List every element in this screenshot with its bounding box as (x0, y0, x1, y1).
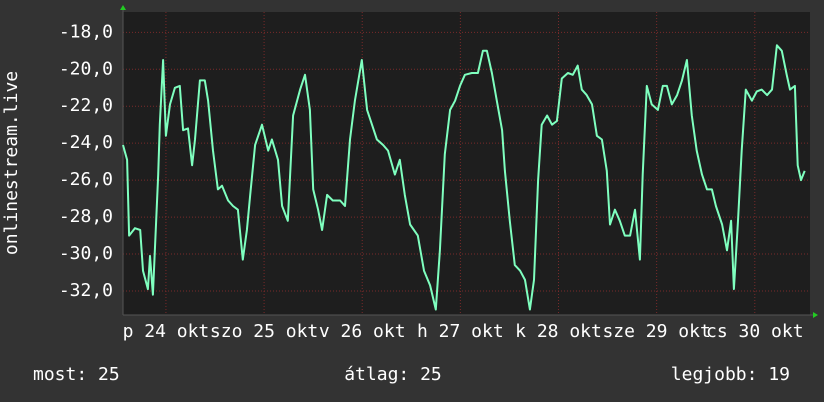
x-tick-label: v 26 okt (319, 321, 406, 342)
y-tick-label: -32,0 (59, 280, 113, 301)
y-tick-label: -22,0 (59, 95, 113, 116)
data-line (122, 44, 806, 311)
y-tick-label: -30,0 (59, 243, 113, 264)
axis-arrow (813, 312, 818, 318)
x-tick-label: h 27 okt (417, 321, 504, 342)
x-tick-label: k 28 okt (515, 321, 602, 342)
y-tick-label: -20,0 (59, 58, 113, 79)
axis-arrow (120, 5, 126, 10)
plot-area (123, 12, 810, 315)
x-tick-label: szo 25 okt (210, 321, 318, 342)
stat-average: átlag: 25 (344, 364, 442, 385)
x-tick-label: cs 30 okt (706, 321, 804, 342)
y-tick-label: -18,0 (59, 21, 113, 42)
y-tick-label: -26,0 (59, 169, 113, 190)
y-axis-label: onlinestream.live (1, 71, 22, 255)
x-tick-label: p 24 okt (123, 321, 210, 342)
stat-current: most: 25 (33, 364, 120, 385)
x-tick-label: sze 29 okt (602, 321, 710, 342)
y-tick-label: -28,0 (59, 206, 113, 227)
y-tick-label: -24,0 (59, 132, 113, 153)
stat-max: legjobb: 19 (671, 364, 790, 385)
